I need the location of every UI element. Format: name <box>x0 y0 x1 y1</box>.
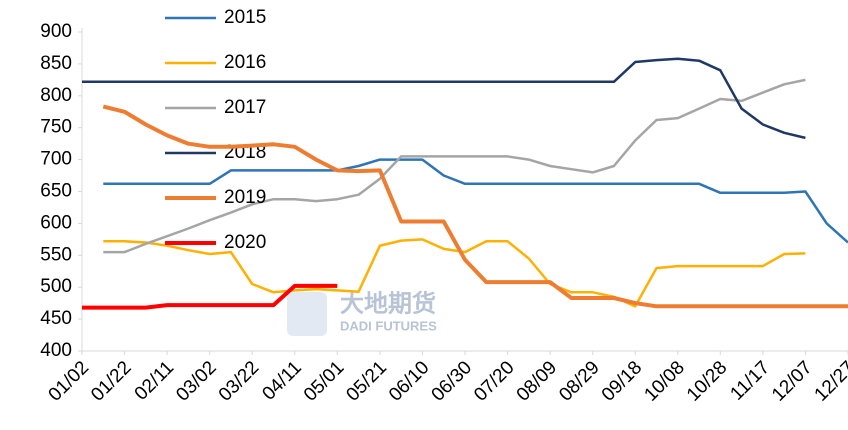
y-tick-label: 750 <box>40 117 72 138</box>
x-tick-label: 07/20 <box>470 357 518 405</box>
legend-label: 2017 <box>224 97 266 118</box>
series-line <box>103 238 806 308</box>
watermark: 大地期货 DADI FUTURES <box>287 289 437 336</box>
y-tick-label: 850 <box>40 53 72 74</box>
x-tick-label: 06/30 <box>428 357 476 405</box>
legend-label: 2020 <box>224 232 266 253</box>
legend-label: 2015 <box>224 7 266 28</box>
x-tick-label: 06/10 <box>385 357 433 405</box>
x-tick-label: 02/11 <box>131 357 178 404</box>
x-tick-label: 12/07 <box>768 357 816 405</box>
series-line <box>102 104 848 309</box>
legend-label: 2019 <box>224 187 266 208</box>
y-tick-label: 650 <box>40 181 72 202</box>
y-tick-label: 550 <box>40 244 72 265</box>
y-tick-label: 600 <box>40 212 72 233</box>
watermark-logo <box>287 292 327 336</box>
x-tick-label: 09/18 <box>598 357 646 405</box>
x-tick-label: 10/08 <box>640 357 688 405</box>
x-tick-label: 08/09 <box>513 357 561 405</box>
legend-label: 2016 <box>224 52 266 73</box>
x-tick-label: 04/11 <box>258 357 305 404</box>
x-tick-label: 05/21 <box>343 357 391 405</box>
y-tick-label: 500 <box>40 276 72 297</box>
x-tick-label: 01/02 <box>45 357 93 405</box>
watermark-cn: 大地期货 <box>340 289 436 317</box>
y-tick-label: 450 <box>40 308 72 329</box>
x-tick-label: 01/22 <box>87 357 135 405</box>
y-tick-label: 700 <box>40 149 72 170</box>
series-line <box>82 283 338 310</box>
x-tick-label: 11/17 <box>726 357 773 404</box>
series-line <box>82 57 806 140</box>
x-tick-label: 03/22 <box>215 357 263 405</box>
y-tick-label: 800 <box>40 85 72 106</box>
x-tick-label: 05/01 <box>300 357 348 405</box>
y-tick-label: 400 <box>40 340 72 361</box>
series-line <box>103 78 806 254</box>
x-tick-label: 08/29 <box>555 357 603 405</box>
watermark-en: DADI FUTURES <box>340 318 437 333</box>
x-tick-label: 10/28 <box>683 357 731 405</box>
y-tick-label: 900 <box>40 21 72 42</box>
x-tick-label: 12/27 <box>811 357 848 405</box>
x-tick-label: 03/02 <box>172 357 220 405</box>
series-line <box>103 158 848 244</box>
